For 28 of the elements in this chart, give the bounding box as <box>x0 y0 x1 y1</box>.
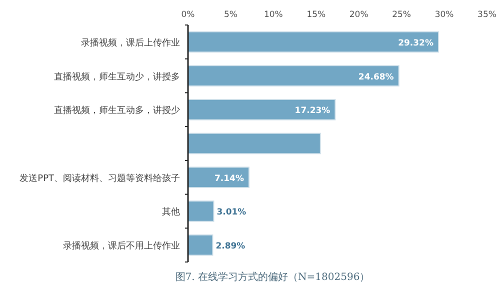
bar <box>188 65 400 86</box>
bar <box>188 132 321 154</box>
data-label: 29.32% <box>398 38 434 48</box>
y-tick-label: 录播视频，课后不用上传作业 <box>63 240 180 252</box>
x-tick-label: 0% <box>181 10 195 20</box>
data-label: 17.23% <box>294 106 331 116</box>
text: 图7. 在线学习方式的偏好（N=1802596） <box>175 271 370 283</box>
bar <box>188 234 214 256</box>
x-tick-label: 20% <box>349 10 368 20</box>
y-tick-label: 直播视频，师生互动少，讲授多 <box>54 71 180 82</box>
bar <box>188 200 214 222</box>
data-label: 24.68% <box>358 72 394 82</box>
x-tick-label: 5% <box>224 10 238 20</box>
x-tick-label: 25% <box>392 10 412 20</box>
data-label: 7.14% <box>214 174 244 184</box>
x-tick-label: 35% <box>478 10 496 20</box>
x-tick-label: 10% <box>264 10 283 20</box>
y-tick-label: 其他 <box>162 206 180 218</box>
bar <box>188 166 250 188</box>
x-tick-label: 15% <box>306 10 326 20</box>
bar <box>188 98 336 120</box>
data-label: 2.89% <box>216 242 246 252</box>
y-tick-label: 录播视频，课后上传作业 <box>81 37 180 48</box>
x-tick-label: 30% <box>434 10 454 20</box>
data-label: 3.01% <box>216 208 247 218</box>
y-tick-label: 直播视频，师生互动多，讲授少 <box>54 105 180 116</box>
y-tick-label: 发送PPT、阅读材料、习题等资料给孩子 <box>20 172 180 184</box>
bar <box>188 31 439 53</box>
